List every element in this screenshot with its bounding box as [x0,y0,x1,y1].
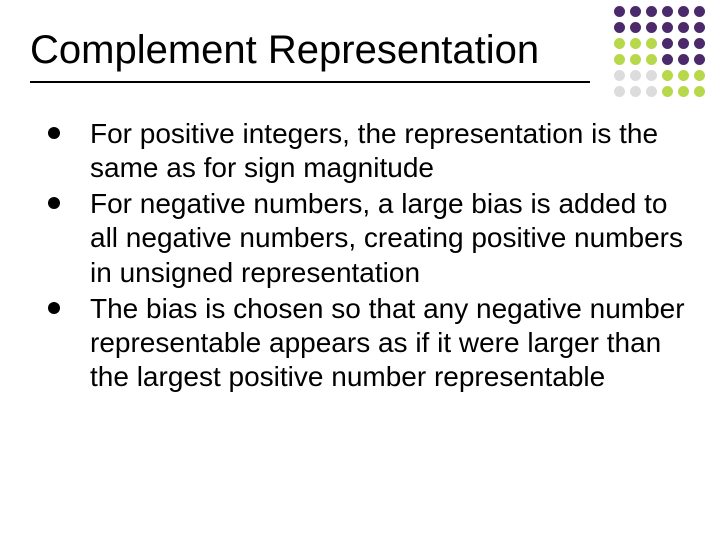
grid-dot-icon [630,38,641,49]
grid-dot-icon [678,86,689,97]
grid-dot-icon [646,54,657,65]
grid-dot-icon [662,70,673,81]
grid-dot-icon [646,22,657,33]
grid-dot-icon [630,6,641,17]
grid-dot-icon [614,86,625,97]
slide-title: Complement Representation [30,28,690,73]
slide: Complement Representation For positive i… [0,0,720,540]
grid-dot-icon [662,86,673,97]
bullet-text: The bias is chosen so that any negative … [90,293,685,392]
grid-dot-icon [694,22,705,33]
grid-dot-icon [614,54,625,65]
grid-dot-icon [662,54,673,65]
grid-dot-icon [614,38,625,49]
grid-dot-icon [662,38,673,49]
grid-dot-icon [646,70,657,81]
grid-dot-icon [678,54,689,65]
grid-dot-icon [662,6,673,17]
bullet-item: For positive integers, the representatio… [48,117,690,185]
grid-dot-icon [694,54,705,65]
bullet-dot-icon [48,197,60,209]
bullet-item: For negative numbers, a large bias is ad… [48,187,690,289]
grid-dot-icon [646,86,657,97]
bullet-dot-icon [48,127,60,139]
grid-dot-icon [630,54,641,65]
bullet-dot-icon [48,302,60,314]
bullet-item: The bias is chosen so that any negative … [48,292,690,394]
grid-dot-icon [678,70,689,81]
grid-dot-icon [630,22,641,33]
grid-dot-icon [694,70,705,81]
grid-dot-icon [678,22,689,33]
grid-dot-icon [630,70,641,81]
grid-dot-icon [694,6,705,17]
grid-dot-icon [614,22,625,33]
grid-dot-icon [678,6,689,17]
grid-dot-icon [678,38,689,49]
grid-dot-icon [662,22,673,33]
grid-dot-icon [614,70,625,81]
grid-dot-icon [694,38,705,49]
grid-dot-icon [630,86,641,97]
grid-dot-icon [646,6,657,17]
grid-dot-icon [694,86,705,97]
bullet-text: For positive integers, the representatio… [90,118,658,183]
bullet-list: For positive integers, the representatio… [30,117,690,394]
grid-dot-icon [646,38,657,49]
title-underline [30,81,590,83]
grid-dot-icon [614,6,625,17]
bullet-text: For negative numbers, a large bias is ad… [90,188,683,287]
decorative-dot-grid [614,6,706,98]
